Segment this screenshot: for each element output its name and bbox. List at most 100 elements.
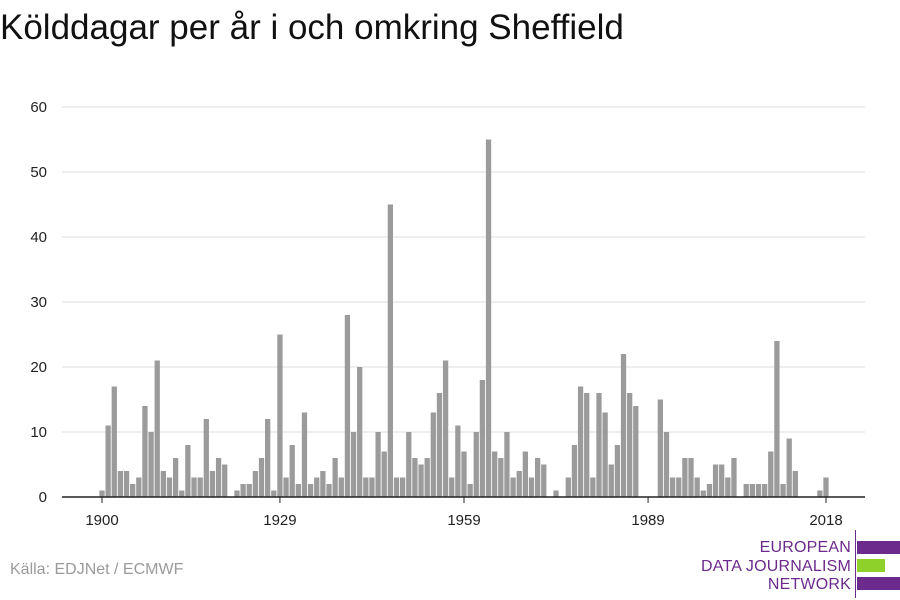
- bar: [209, 471, 216, 497]
- bar: [461, 451, 467, 497]
- y-tick-label: 30: [30, 294, 47, 311]
- bar: [172, 458, 179, 497]
- y-tick-label: 40: [30, 229, 47, 246]
- bar: [375, 432, 381, 497]
- bar: [424, 458, 430, 497]
- bar: [479, 380, 486, 497]
- bar: [743, 484, 749, 497]
- y-tick-label: 0: [39, 489, 47, 506]
- bar: [142, 406, 148, 497]
- y-axis: 0 10 20 30 40 50 60: [30, 99, 47, 506]
- bar: [498, 458, 504, 497]
- bar: [406, 432, 412, 497]
- bar: [694, 477, 700, 497]
- bar: [467, 484, 473, 497]
- bar: [332, 458, 338, 497]
- bar: [442, 360, 449, 497]
- bar: [657, 399, 663, 497]
- bar: [669, 477, 676, 497]
- edjnet-logo[interactable]: EUROPEAN DATA JOURNALISM NETWORK: [700, 528, 900, 600]
- bar: [412, 458, 418, 497]
- bar: [148, 432, 154, 497]
- bar: [357, 367, 363, 497]
- bar: [473, 432, 479, 497]
- bar: [602, 412, 608, 497]
- bar: [485, 139, 492, 497]
- bar: [123, 471, 130, 497]
- bar: [584, 393, 590, 497]
- bar: [565, 477, 571, 497]
- bar: [277, 334, 283, 497]
- bar: [706, 484, 713, 497]
- bar: [504, 432, 510, 497]
- bar: [369, 477, 375, 497]
- x-tick-label: 1989: [631, 512, 664, 529]
- bar: [590, 477, 596, 497]
- bar: [363, 477, 369, 497]
- bar: [436, 393, 443, 497]
- bar: [627, 393, 633, 497]
- bar: [817, 490, 823, 497]
- bar: [350, 432, 357, 497]
- logo-bar-purple-top: [857, 541, 900, 554]
- bar: [731, 458, 737, 497]
- bar: [314, 477, 320, 497]
- bar: [430, 412, 436, 497]
- bar: [823, 477, 829, 497]
- bar: [320, 471, 326, 497]
- bar: [614, 445, 621, 497]
- bar: [338, 477, 344, 497]
- bar: [283, 477, 289, 497]
- bar: [774, 341, 780, 497]
- gridlines: [62, 106, 865, 433]
- bar: [179, 490, 185, 497]
- bar: [301, 412, 308, 497]
- y-tick-label: 10: [30, 424, 47, 441]
- bar: [455, 425, 461, 497]
- bar: [762, 484, 768, 497]
- bar: [719, 464, 725, 497]
- bar: [222, 464, 228, 497]
- bar: [553, 490, 559, 497]
- bar: [712, 464, 719, 497]
- bar: [516, 471, 522, 497]
- bar: [492, 451, 498, 497]
- logo-bar-green: [857, 559, 885, 572]
- bar: [203, 419, 209, 497]
- logo-line-2: DATA JOURNALISM: [701, 558, 851, 575]
- bar: [577, 386, 584, 497]
- bar: [117, 471, 124, 497]
- x-tick-label: 1959: [447, 512, 480, 529]
- bar: [528, 477, 535, 497]
- bar: [381, 451, 387, 497]
- bar-chart: 1900 1929 1959 1989 2018 0 10 20 30 40 50 60: [30, 99, 865, 529]
- bar: [571, 445, 578, 497]
- bar: [663, 432, 670, 497]
- bar: [295, 484, 301, 497]
- bar: [749, 484, 756, 497]
- bar: [620, 354, 627, 497]
- bar: [596, 393, 602, 497]
- logo-line-3: NETWORK: [767, 576, 851, 593]
- bar: [289, 445, 295, 497]
- bar: [400, 477, 406, 497]
- bar: [234, 490, 240, 497]
- bar: [136, 477, 142, 497]
- bar: [154, 360, 160, 497]
- x-axis: 1900 1929 1959 1989 2018: [62, 496, 865, 529]
- bar: [510, 477, 516, 497]
- y-tick-label: 50: [30, 164, 47, 181]
- bar: [688, 458, 694, 497]
- y-tick-label: 20: [30, 359, 47, 376]
- bar: [265, 419, 271, 497]
- bar: [768, 451, 774, 497]
- logo-bar-purple-bottom: [857, 577, 900, 590]
- bar: [755, 484, 762, 497]
- bar: [105, 425, 111, 497]
- bar: [185, 445, 191, 497]
- bar: [258, 458, 265, 497]
- bar: [792, 471, 798, 497]
- bar: [418, 464, 424, 497]
- bar: [99, 490, 105, 497]
- bar: [786, 438, 792, 497]
